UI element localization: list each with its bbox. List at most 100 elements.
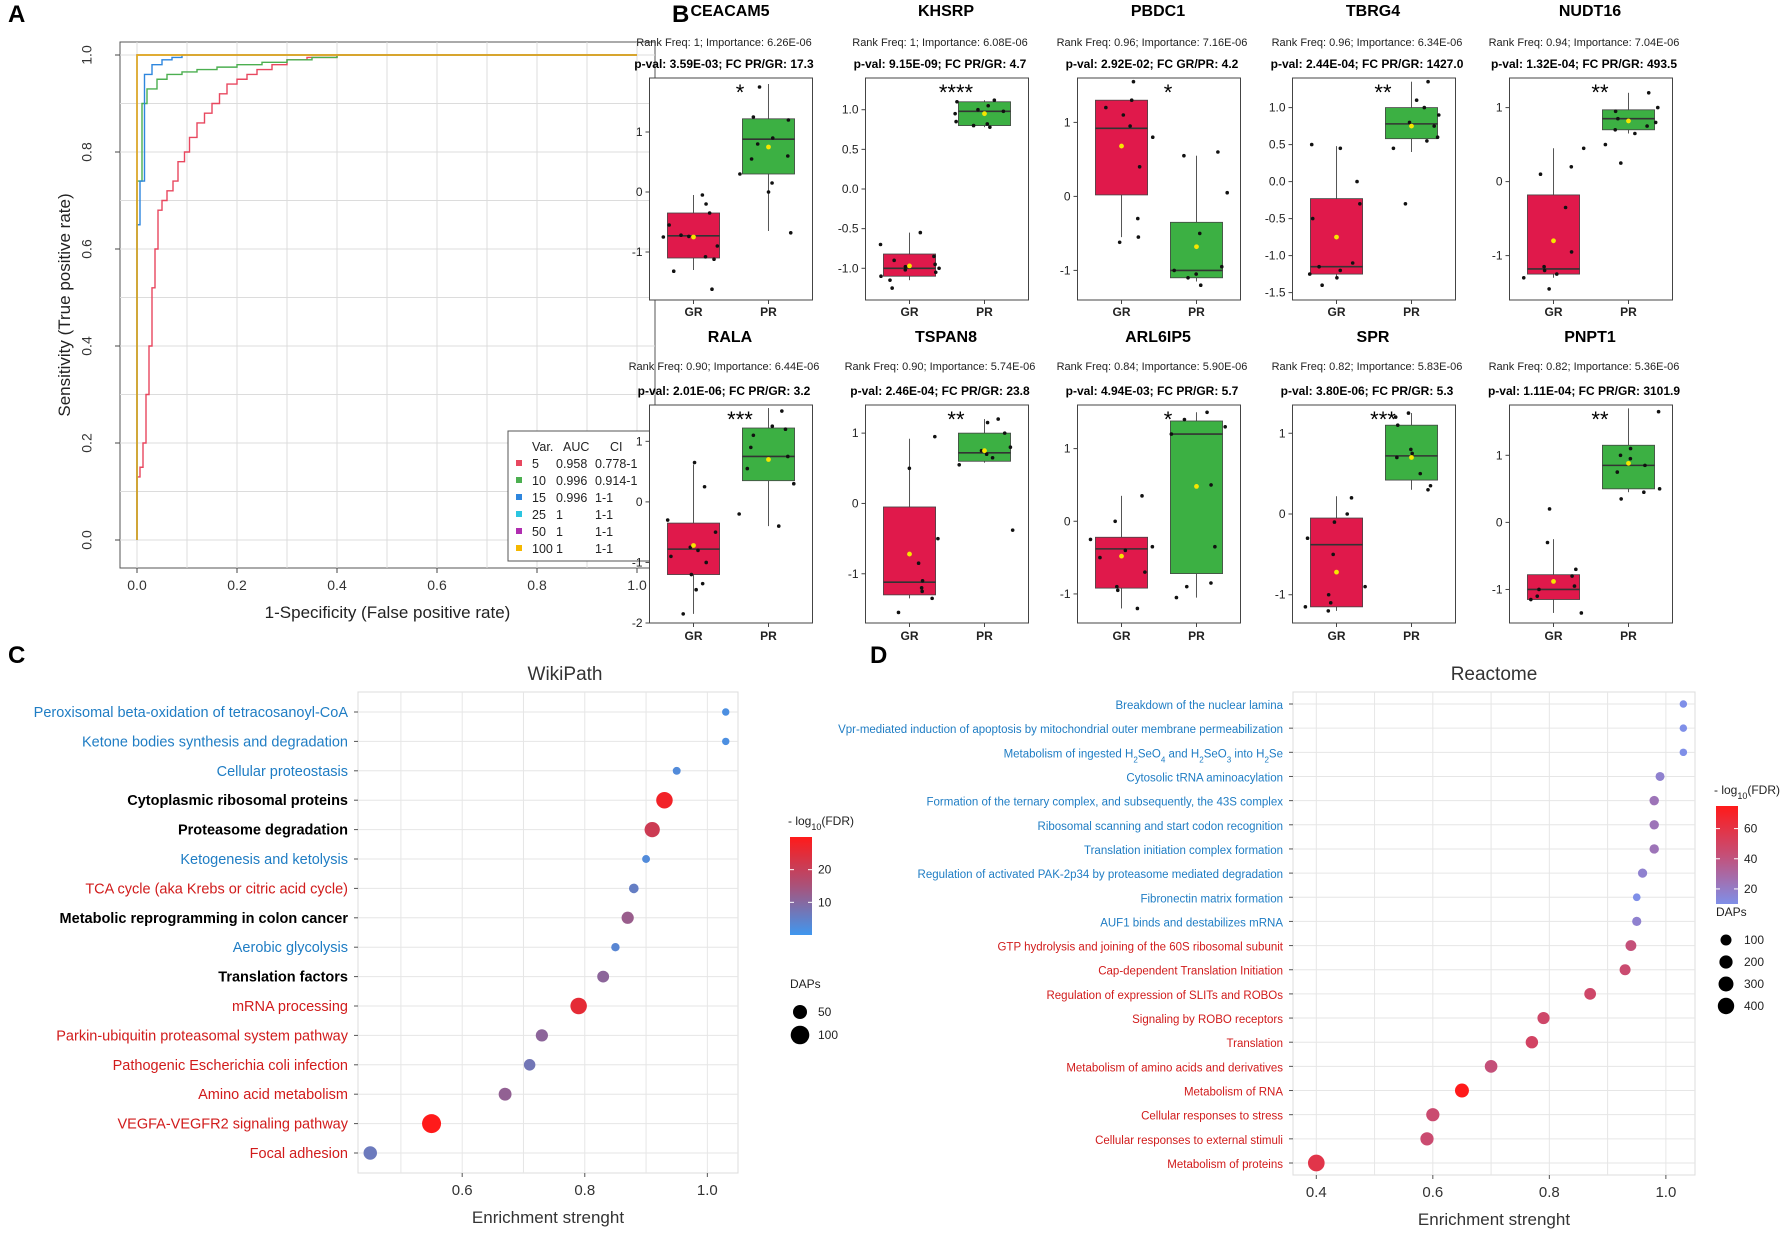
- size-legend-title: DAPs: [1716, 905, 1747, 919]
- boxplot-mean-marker: [1119, 143, 1124, 149]
- reactome-chart-term-label: Cellular responses to external stimuli: [1095, 1135, 1283, 1147]
- boxplot-point: [992, 98, 997, 102]
- boxplot-mean-marker: [1626, 118, 1631, 124]
- boxplot-point: [1645, 124, 1649, 128]
- boxplot-point: [770, 181, 774, 185]
- wikipath-chart-dot: [597, 970, 610, 983]
- roc-y-tick-label: 1.0: [79, 45, 95, 65]
- boxplot-point: [1395, 455, 1399, 460]
- boxplot-point: [954, 119, 958, 124]
- boxplot-point: [745, 466, 750, 471]
- boxplot-point: [1115, 588, 1120, 593]
- size-legend-dot: [790, 1025, 810, 1045]
- roc-chart: 0.0 0.2 0.4 0.6 0.8 1.0 0.0 0.2 0.4 0.6 0.8 1.0 1-Sp…: [55, 41, 656, 622]
- boxplot-y-tick-label: 0.0: [842, 182, 859, 196]
- boxplot-significance-stars: *: [1164, 407, 1173, 432]
- roc-x-tick-label: 1.0: [627, 577, 647, 593]
- boxplot-point: [1150, 544, 1155, 549]
- boxplot-y-tick-label: 0.5: [1269, 138, 1286, 152]
- boxplot-x-label-gr: GR: [1545, 629, 1563, 643]
- boxplot-point: [1426, 79, 1430, 84]
- wikipath-chart-term-label: Cellular proteostasis: [217, 764, 348, 780]
- boxplot-stats-text: p-val: 3.59E-03; FC PR/GR: 17.3: [634, 57, 814, 71]
- wikipath-chart-dot: [722, 708, 730, 716]
- reactome-chart-dot: [1619, 964, 1631, 976]
- roc-y-tick-label: 0.4: [79, 336, 95, 356]
- label-part: - log: [788, 814, 811, 828]
- boxplot-point: [1174, 595, 1179, 600]
- boxplot-x-label-pr: PR: [976, 305, 993, 319]
- boxplot-point: [702, 484, 707, 489]
- boxplot-x-label-gr: GR: [1328, 305, 1346, 319]
- boxplot-point: [704, 560, 709, 565]
- size-legend-label: 50: [818, 1005, 832, 1019]
- wikipath-chart-dot: [498, 1087, 512, 1101]
- boxplot-point: [984, 452, 989, 457]
- subscript: 2: [1264, 755, 1269, 764]
- boxplot-point: [1619, 497, 1623, 501]
- boxplot-point: [1542, 264, 1546, 269]
- wikipath-chart-dot: [644, 821, 660, 838]
- roc-legend-swatch-100: [516, 545, 522, 551]
- boxplot-y-tick-label: -1: [1060, 587, 1071, 601]
- wikipath-chart-term-label: VEGFA-VEGFR2 signaling pathway: [118, 1117, 349, 1133]
- boxplot-point: [679, 233, 683, 237]
- boxplot-gene-title: RALA: [708, 329, 753, 346]
- boxplot-mean-marker: [1409, 123, 1414, 129]
- boxplot-point: [1633, 131, 1637, 136]
- boxplot-tbrg4: TBRG4 Rank Freq: 0.96; Importance: 6.34E-…: [1265, 3, 1464, 319]
- wikipath-chart-dot: [570, 997, 587, 1015]
- boxplot-mean-marker: [1194, 244, 1199, 250]
- boxplot-mean-marker: [766, 144, 771, 150]
- boxplot-point: [1216, 150, 1220, 154]
- reactome-chart-term-label: Translation: [1227, 1038, 1283, 1050]
- reactome-chart-x-tick-label: 0.6: [1422, 1184, 1443, 1201]
- boxplot-y-tick-label: -2: [632, 616, 643, 630]
- boxplot-significance-stars: **: [1591, 80, 1609, 105]
- boxplot-point: [703, 254, 708, 259]
- wikipath-chart-term-label: TCA cycle (aka Krebs or citric acid cycl…: [85, 881, 348, 897]
- roc-legend-var: 10: [532, 474, 546, 488]
- boxplot-y-tick-label: 1.0: [1269, 101, 1286, 115]
- reactome-chart-dot: [1649, 820, 1659, 830]
- boxplot-y-tick-label: 0: [1496, 175, 1503, 189]
- size-legend-label: 100: [1744, 933, 1764, 947]
- size-legend-title: DAPs: [790, 977, 821, 991]
- boxplot-point: [1338, 146, 1343, 151]
- boxplot-y-tick-label: 0: [636, 185, 643, 199]
- boxplot-point: [1613, 128, 1618, 132]
- color-legend-tick-label: 20: [1744, 882, 1758, 896]
- boxplot-rank-text: Rank Freq: 0.90; Importance: 6.44E-06: [629, 361, 820, 373]
- reactome-chart-term-label: Cytosolic tRNA aminoacylation: [1126, 772, 1283, 784]
- wikipath-chart-dot: [722, 737, 730, 746]
- boxplot-point: [1219, 264, 1224, 269]
- boxplot-box-gr: [1527, 574, 1580, 600]
- boxplot-point: [1547, 507, 1552, 511]
- reactome-chart-dot: [1537, 1011, 1550, 1025]
- boxplot-point: [1418, 471, 1423, 476]
- label-part: Se: [1269, 748, 1283, 760]
- boxplot-point: [1425, 139, 1429, 143]
- boxplot-significance-stars: ****: [939, 80, 974, 105]
- color-legend-tick-label: 60: [1744, 822, 1758, 836]
- boxplot-point: [1309, 142, 1314, 147]
- boxplot-point: [1395, 423, 1400, 427]
- boxplot-point: [1140, 494, 1144, 498]
- boxplot-point: [1098, 555, 1102, 560]
- boxplot-point: [788, 231, 793, 235]
- label-part: - log: [1714, 783, 1737, 797]
- reactome-chart-term-label: Formation of the ternary complex, and su…: [927, 797, 1284, 809]
- boxplot-point: [1547, 287, 1551, 291]
- boxplot-arl6ip5: ARL6IP5 Rank Freq: 0.84; Importance: 5.90…: [1057, 329, 1248, 643]
- boxplot-y-tick-label: -1: [632, 555, 643, 569]
- wikipath-chart-term-label: Proteasome degradation: [178, 823, 348, 839]
- roc-legend-auc: 0.996: [556, 474, 587, 488]
- reactome-chart-dot: [1632, 893, 1641, 902]
- roc-legend-auc: 0.996: [556, 491, 587, 505]
- color-legend-title: - log10(FDR): [788, 814, 854, 832]
- boxplot-point: [1410, 451, 1414, 456]
- boxplot-point: [1186, 276, 1190, 280]
- size-legend-dot: [1719, 955, 1733, 969]
- boxplot-mean-marker: [1626, 460, 1631, 466]
- boxplot-point: [751, 115, 756, 119]
